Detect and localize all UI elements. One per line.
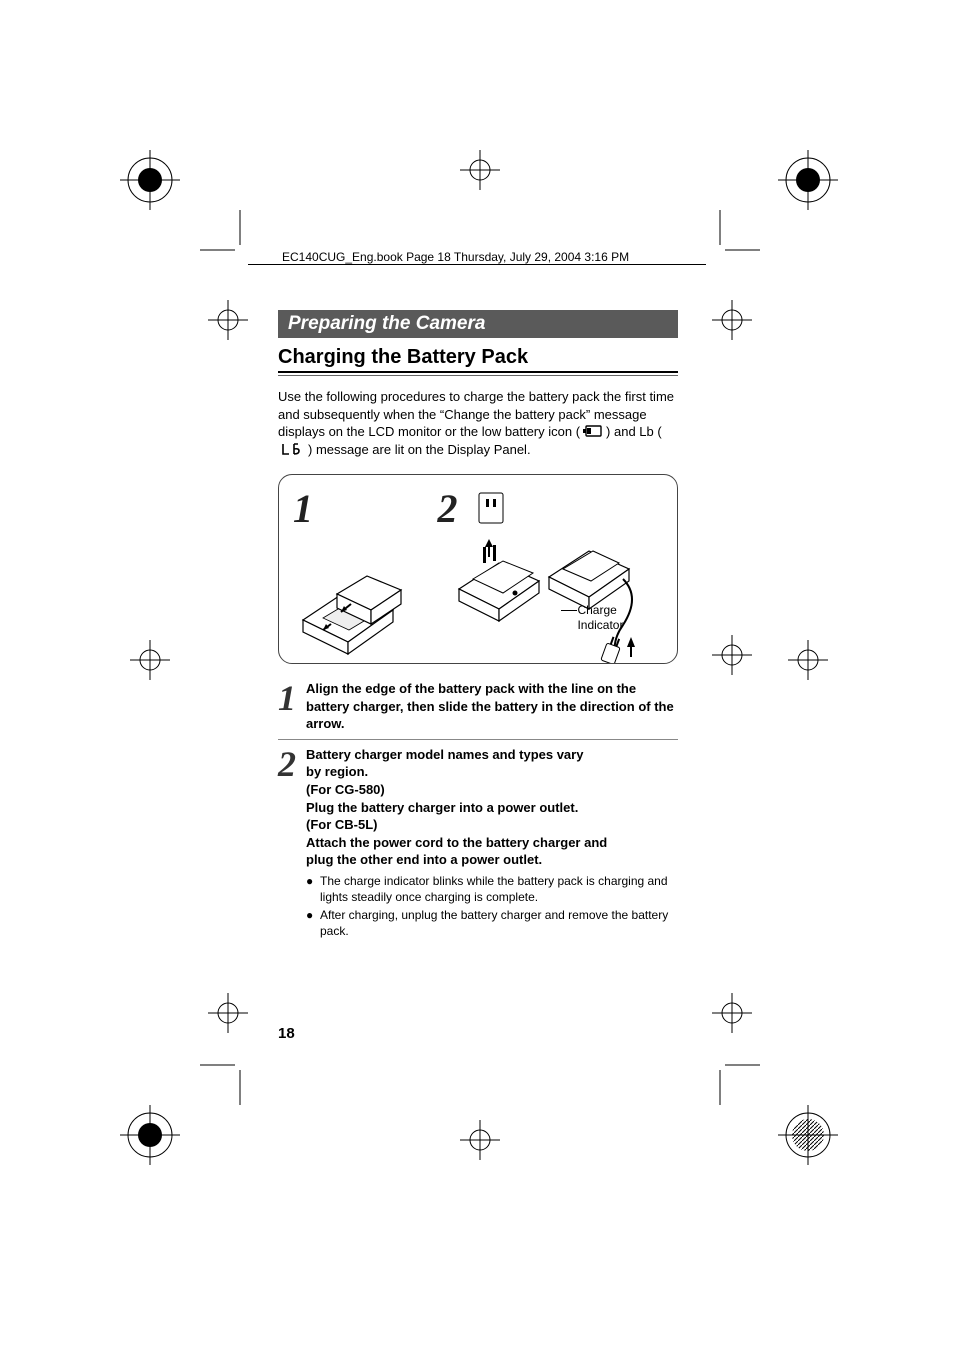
figure-step-2: 2 [437,485,637,532]
callout-line [561,610,577,611]
figure-step-number: 1 [293,485,313,532]
bullet-icon: ● [306,907,320,939]
registration-target-top [460,150,500,190]
registration-target-left-upper [208,300,248,340]
section-bar: Preparing the Camera [278,310,678,338]
registration-target-right-upper [712,300,752,340]
registration-target-left [130,640,170,680]
step-number: 2 [278,746,306,782]
bullet-icon: ● [306,873,320,905]
registration-corner-tr [778,150,838,210]
charger-diagram-1 [293,550,433,675]
section-title: Charging the Battery Pack [278,346,678,369]
charge-indicator-label: Charge Indicator [577,603,637,632]
step-text: Align the edge of the battery pack with … [306,680,678,733]
step-bullets: ●The charge indicator blinks while the b… [306,873,678,940]
crop-mark-br [700,1045,760,1105]
step-divider [278,739,678,740]
charger-diagram-2 [453,523,653,668]
lb-display-icon [280,442,306,461]
intro-line: ) [606,424,610,439]
intro-line: ) message are lit on the Display Panel. [308,442,531,457]
step-1: 1 Align the edge of the battery pack wit… [278,680,678,733]
title-underline [278,371,678,376]
page-content: Preparing the Camera Charging the Batter… [278,310,678,945]
bullet-text: The charge indicator blinks while the ba… [320,873,678,905]
page-number: 18 [278,1025,295,1042]
registration-corner-bl [120,1105,180,1165]
low-battery-icon [582,424,604,442]
steps-list: 1 Align the edge of the battery pack wit… [278,680,678,941]
intro-line: Use the following procedures to charge t… [278,389,646,404]
registration-corner-tl [120,150,180,210]
header-text: EC140CUG_Eng.book Page 18 Thursday, July… [278,250,633,264]
registration-target-right-mid [712,993,752,1033]
bullet-text: After charging, unplug the battery charg… [320,907,678,939]
registration-target-right [788,640,828,680]
registration-target-bottom [460,1120,500,1160]
figure-step-1: 1 [293,485,433,657]
registration-target-left-mid [208,993,248,1033]
intro-paragraph: Use the following procedures to charge t… [278,388,678,460]
crop-mark-tr [700,210,760,270]
step-number: 1 [278,680,306,716]
header-rule [248,264,706,265]
step-2: 2 Battery charger model names and types … [278,746,678,942]
figure-box: 1 [278,474,678,664]
intro-line: and Lb ( [614,424,662,439]
registration-corner-br-hatched [778,1105,838,1165]
crop-mark-bl [200,1045,260,1105]
step-text: Battery charger model names and types va… [306,746,678,869]
crop-mark-tl [200,210,260,270]
registration-target-right-upper2 [712,635,752,675]
